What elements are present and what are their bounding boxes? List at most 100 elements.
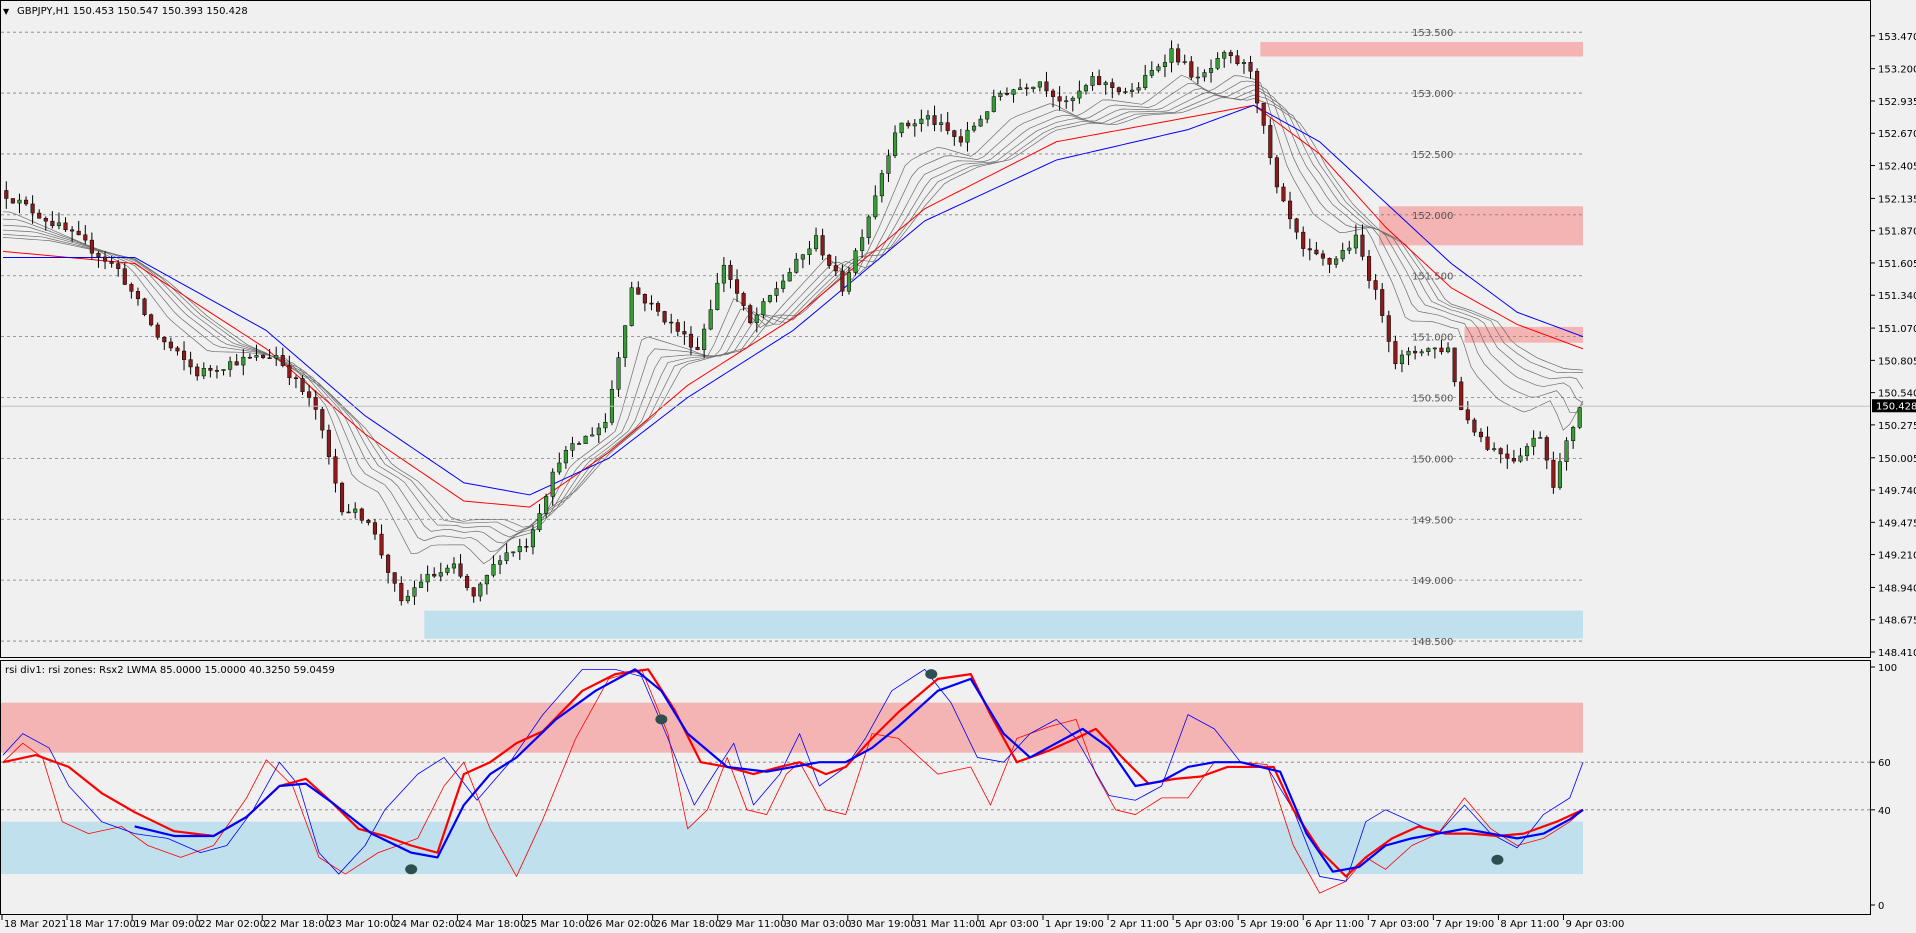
candle bbox=[669, 313, 674, 334]
price-axis-label: 150.005 bbox=[1878, 454, 1916, 465]
candle bbox=[623, 325, 628, 367]
time-axis-label: 30 Mar 03:00 bbox=[785, 919, 852, 930]
rsi-axis[interactable]: 100 60 40 0 bbox=[1870, 660, 1897, 915]
candle bbox=[1294, 217, 1299, 240]
time-axis-label: 7 Apr 19:00 bbox=[1435, 919, 1494, 930]
candle bbox=[978, 115, 983, 127]
time-axis-label: 24 Mar 18:00 bbox=[459, 919, 526, 930]
candle bbox=[497, 555, 503, 575]
candle bbox=[919, 109, 924, 132]
candle bbox=[1406, 347, 1411, 366]
candle bbox=[1050, 88, 1056, 108]
candle bbox=[43, 216, 48, 231]
candle bbox=[1432, 347, 1437, 359]
rsi-series-1 bbox=[2, 668, 1584, 882]
candle bbox=[313, 390, 318, 420]
candle bbox=[1399, 349, 1405, 373]
candle bbox=[195, 363, 200, 381]
candle bbox=[56, 212, 62, 230]
candle bbox=[405, 589, 410, 604]
candle bbox=[1024, 83, 1029, 96]
rsi-axis-label: 0 bbox=[1878, 901, 1884, 912]
candle bbox=[517, 538, 522, 560]
grid-level-label: 153.500 bbox=[1412, 28, 1453, 39]
moving-average-1 bbox=[3, 104, 1584, 496]
candle bbox=[96, 251, 101, 268]
candle bbox=[925, 110, 931, 127]
candle bbox=[1413, 345, 1418, 360]
rsi-axis-label: 60 bbox=[1878, 758, 1891, 769]
price-zones bbox=[424, 41, 1583, 639]
candle bbox=[425, 565, 430, 592]
candle bbox=[754, 307, 759, 333]
time-axis-label: 9 Apr 03:00 bbox=[1565, 919, 1624, 930]
candle bbox=[774, 281, 779, 303]
grid-level-label: 150.500 bbox=[1412, 393, 1453, 404]
time-axis-label: 26 Mar 18:00 bbox=[655, 919, 722, 930]
candle bbox=[688, 326, 694, 356]
candle bbox=[1334, 255, 1339, 268]
candle bbox=[813, 227, 819, 252]
candle bbox=[945, 112, 950, 135]
price-axis-label: 153.470 bbox=[1878, 32, 1916, 43]
candle bbox=[906, 120, 911, 129]
candle bbox=[1287, 191, 1293, 229]
price-grid: 153.500 153.000 152.500 152.000 151.500 151.0… bbox=[1, 28, 1583, 648]
candle bbox=[260, 354, 266, 360]
candle bbox=[1261, 102, 1266, 134]
ribbon-line-0 bbox=[2, 74, 1584, 565]
candle bbox=[1320, 250, 1326, 266]
current-price-label: 150.428 bbox=[1876, 401, 1916, 412]
candle bbox=[787, 267, 792, 282]
candle bbox=[524, 538, 529, 553]
price-axis-label: 150.805 bbox=[1878, 356, 1916, 367]
candle bbox=[1011, 88, 1016, 103]
price-axis-label: 151.605 bbox=[1878, 259, 1916, 270]
candle bbox=[353, 502, 358, 519]
candle bbox=[1037, 81, 1042, 92]
candle bbox=[734, 269, 740, 302]
time-axis-label: 5 Apr 03:00 bbox=[1175, 919, 1234, 930]
rsi-series bbox=[2, 668, 1584, 894]
rsi-panel[interactable] bbox=[1, 668, 1870, 894]
price-axis-label: 152.405 bbox=[1878, 162, 1916, 173]
candle bbox=[1202, 69, 1207, 82]
candle bbox=[1564, 437, 1569, 471]
candle bbox=[1505, 444, 1510, 469]
candle bbox=[1478, 428, 1484, 443]
candle bbox=[846, 266, 852, 295]
candle bbox=[827, 253, 832, 269]
ribbon-line-1 bbox=[2, 80, 1584, 552]
price-axis-label: 148.940 bbox=[1878, 583, 1916, 594]
price-axis-label: 151.340 bbox=[1878, 291, 1916, 302]
price-panel[interactable]: 153.500 153.000 152.500 152.000 151.500 151.0… bbox=[0, 28, 1870, 648]
current-price-tag: 150.428 bbox=[1872, 399, 1916, 413]
candle bbox=[767, 294, 773, 304]
candle bbox=[1511, 449, 1516, 464]
candle bbox=[971, 122, 977, 133]
time-axis-label: 6 Apr 11:00 bbox=[1305, 919, 1364, 930]
candle bbox=[596, 423, 601, 444]
candle bbox=[1373, 274, 1378, 300]
price-axis[interactable]: 153.470 153.200 152.935 152.670 152.405 152.1… bbox=[1870, 0, 1916, 659]
candle bbox=[590, 427, 595, 437]
candle bbox=[1110, 78, 1115, 99]
candle bbox=[1274, 155, 1279, 194]
price-axis-label: 153.200 bbox=[1878, 65, 1916, 76]
candle bbox=[833, 256, 838, 277]
candle bbox=[4, 181, 9, 209]
candle bbox=[853, 248, 858, 276]
candle bbox=[168, 337, 173, 352]
candle bbox=[544, 493, 549, 518]
dropdown-arrow-icon[interactable]: ▼ bbox=[3, 7, 10, 16]
candle bbox=[1129, 83, 1135, 98]
candle bbox=[748, 303, 753, 325]
candle bbox=[860, 229, 865, 259]
candle bbox=[1143, 64, 1148, 91]
candle bbox=[23, 196, 29, 207]
price-axis-label: 152.670 bbox=[1878, 129, 1916, 140]
candle bbox=[1531, 430, 1536, 456]
candle bbox=[557, 452, 562, 475]
time-axis-label: 8 Apr 11:00 bbox=[1500, 919, 1559, 930]
